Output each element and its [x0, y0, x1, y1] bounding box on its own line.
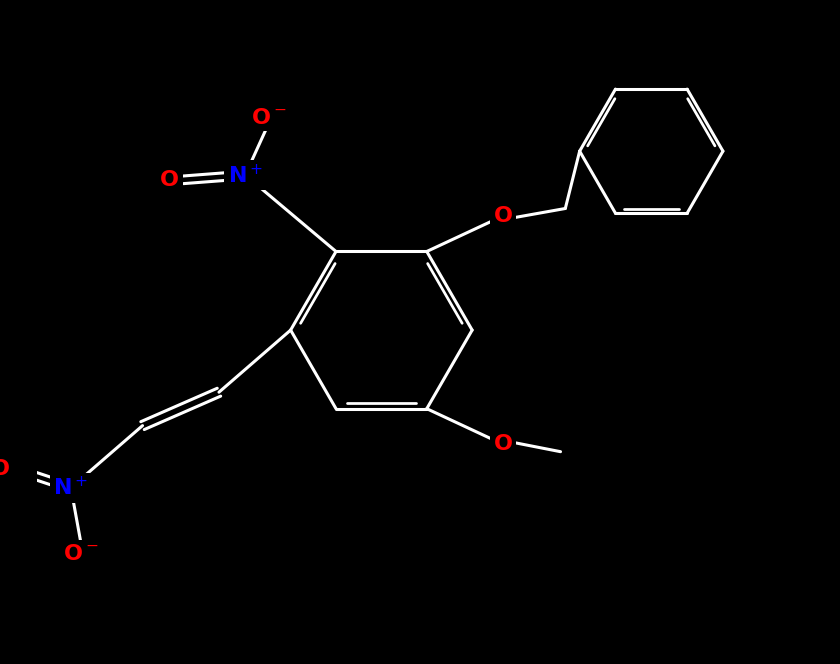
- Text: N$^+$: N$^+$: [53, 476, 88, 499]
- Text: O$^-$: O$^-$: [251, 108, 287, 127]
- Text: O: O: [494, 206, 512, 226]
- Text: O: O: [160, 170, 179, 190]
- Text: N$^+$: N$^+$: [228, 163, 263, 187]
- Text: O: O: [0, 459, 10, 479]
- Text: O: O: [494, 434, 512, 454]
- Text: O$^-$: O$^-$: [63, 544, 98, 564]
